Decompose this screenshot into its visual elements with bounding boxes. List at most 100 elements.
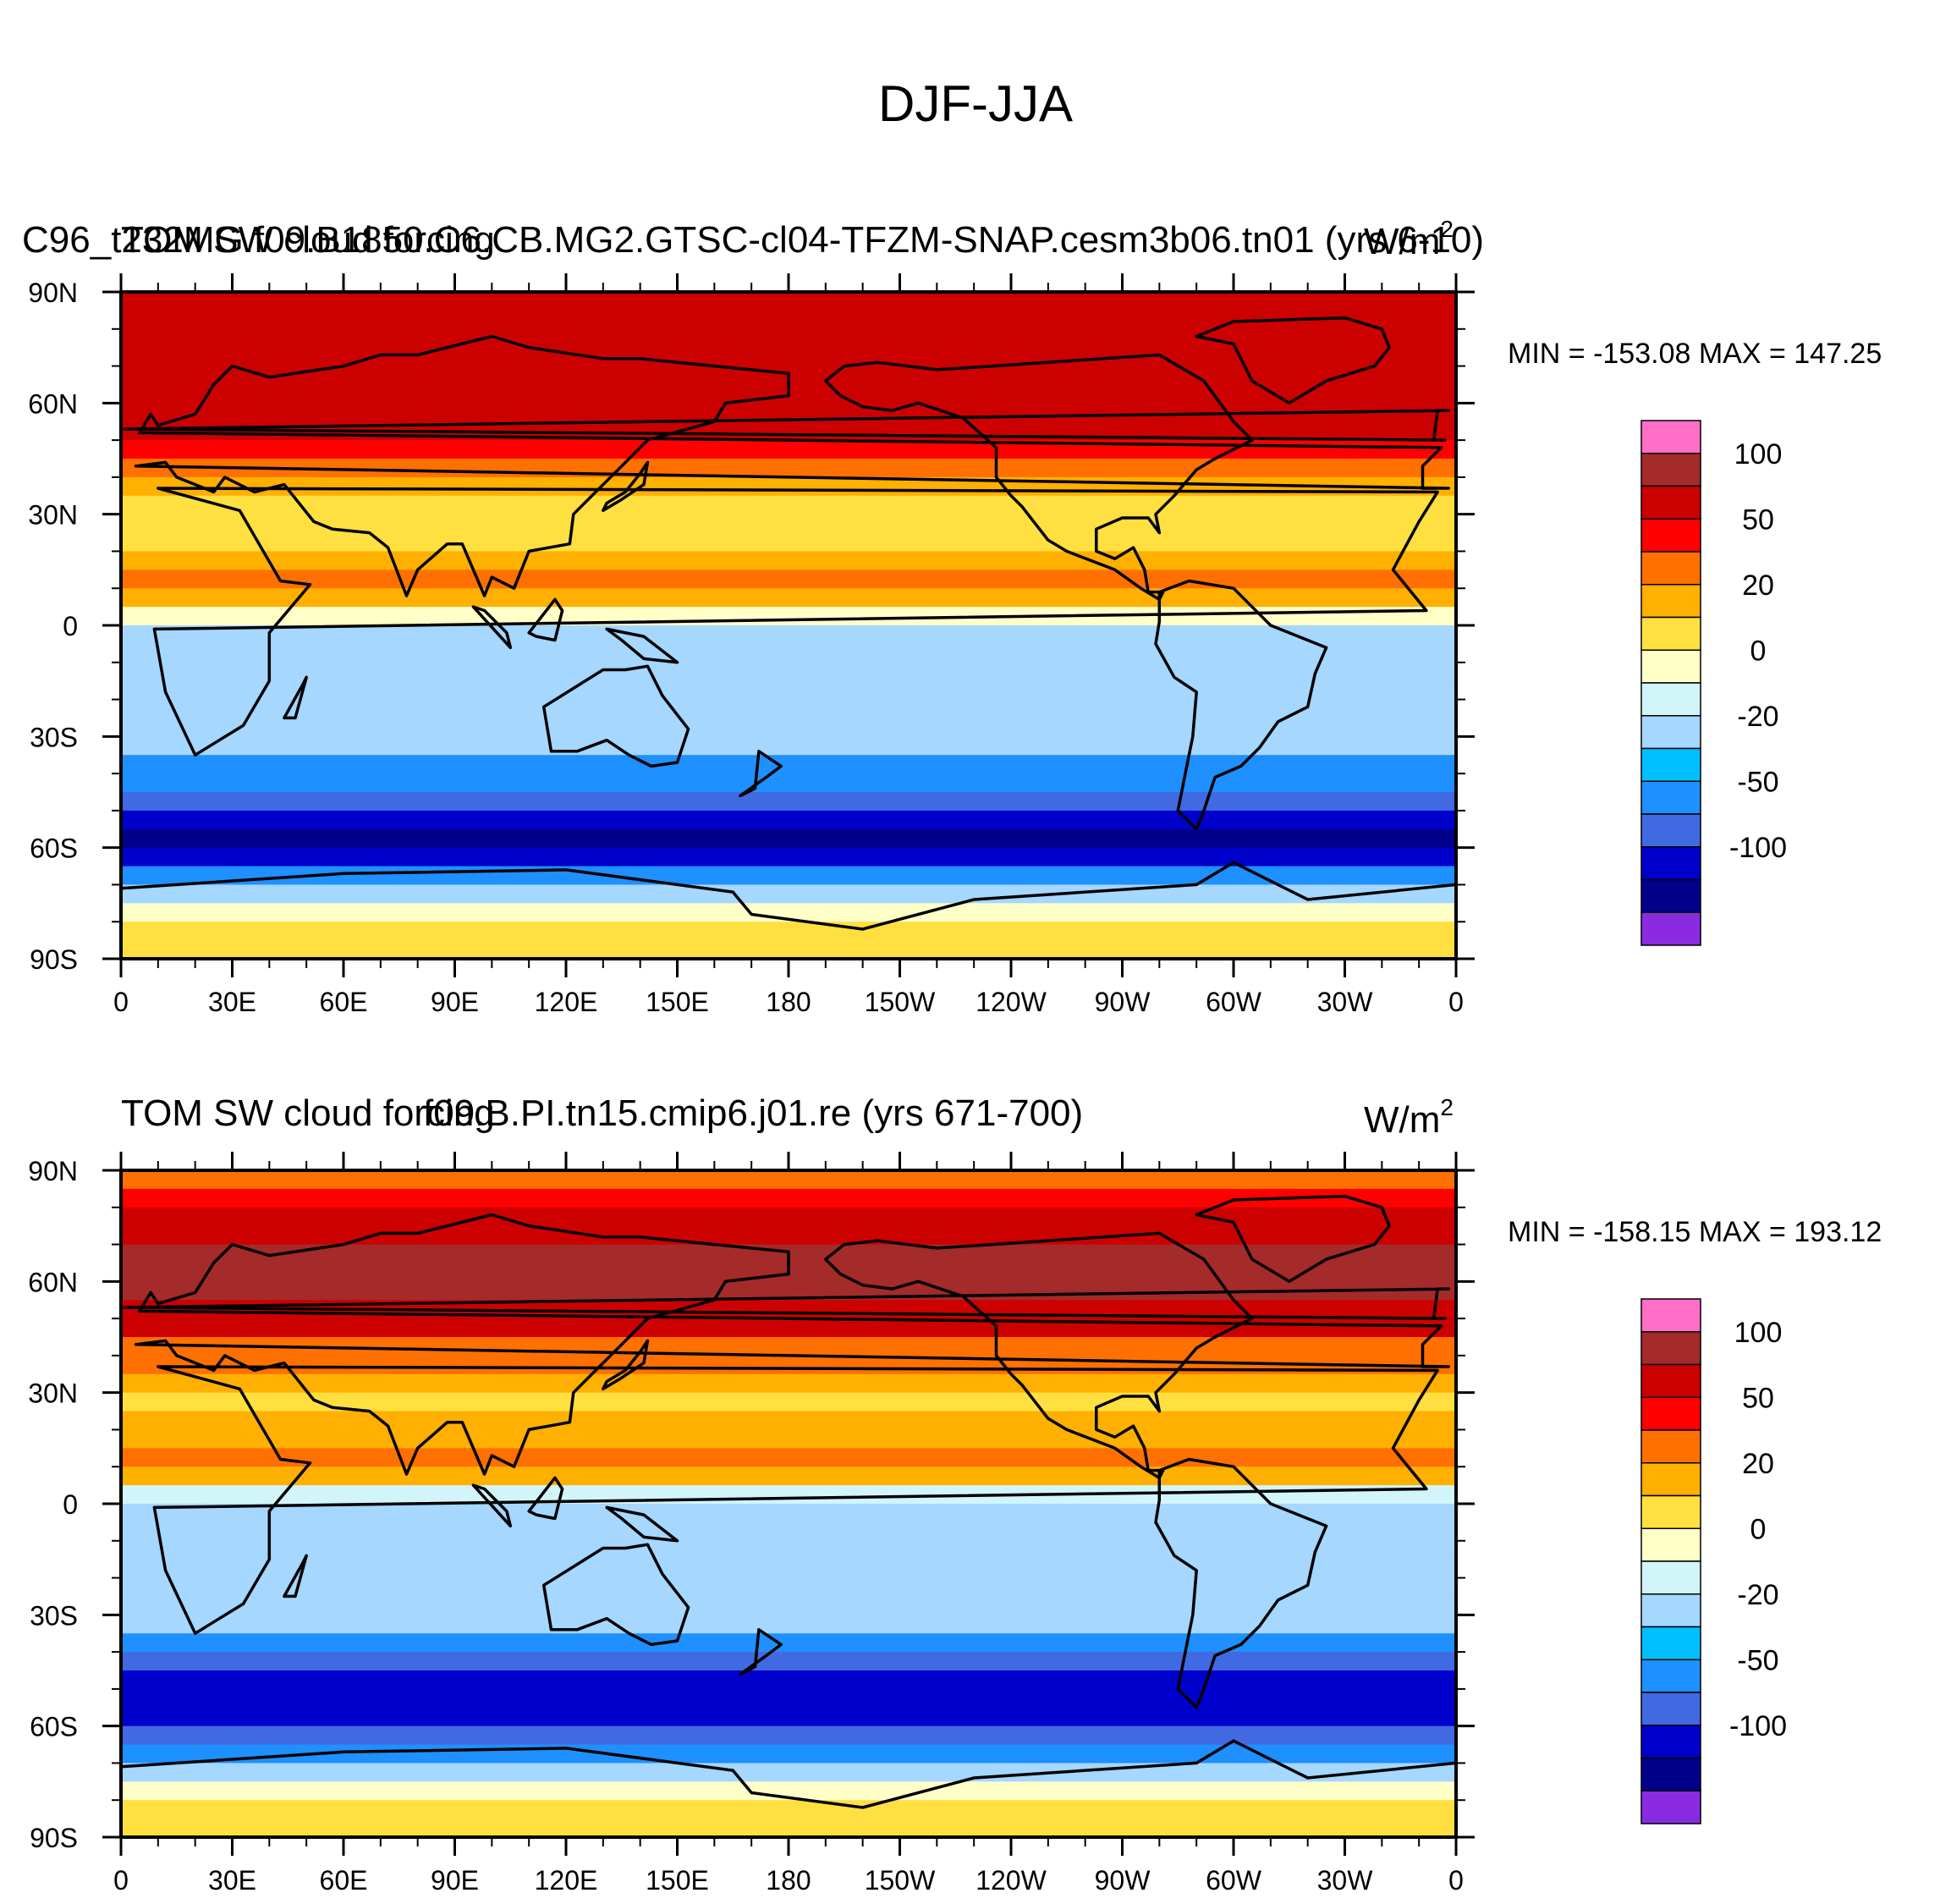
field-band bbox=[121, 940, 1456, 959]
field-band bbox=[121, 1652, 1456, 1671]
field-band bbox=[121, 1615, 1456, 1634]
field-band bbox=[121, 1281, 1456, 1301]
y-tick-label: 30N bbox=[28, 500, 78, 531]
field-band bbox=[121, 1448, 1456, 1467]
y-tick-label: 60S bbox=[30, 1712, 78, 1742]
field-band bbox=[121, 1633, 1456, 1653]
y-tick-label: 30S bbox=[30, 1600, 78, 1631]
field-band bbox=[121, 792, 1456, 812]
field-band bbox=[121, 1763, 1456, 1782]
colorbar-label: 50 bbox=[1742, 504, 1774, 536]
colorbar-box bbox=[1640, 747, 1701, 782]
x-tick-label: 180 bbox=[766, 987, 811, 1017]
x-tick-label: 0 bbox=[1448, 987, 1464, 1017]
coastline bbox=[541, 664, 690, 768]
y-tick-label: 90N bbox=[28, 1156, 78, 1186]
coastline bbox=[134, 334, 1450, 597]
x-tick-label: 60E bbox=[320, 987, 368, 1017]
field-band bbox=[121, 310, 1456, 330]
field-band bbox=[121, 847, 1456, 867]
field-band bbox=[121, 1707, 1456, 1727]
coastline bbox=[541, 1543, 690, 1647]
colorbar-box bbox=[1640, 1560, 1701, 1595]
field-band bbox=[121, 736, 1456, 756]
colorbar-box bbox=[1640, 1659, 1701, 1693]
x-tick-label: 0 bbox=[113, 1865, 129, 1896]
panel-2-title-b: f09.B.PI.tn15.cmip6.j01.re (yrs 671-700) bbox=[423, 1092, 1083, 1134]
field-band bbox=[121, 1781, 1456, 1801]
field-band bbox=[121, 773, 1456, 793]
coastline bbox=[134, 1213, 1450, 1476]
colorbar-label: -20 bbox=[1737, 1579, 1778, 1611]
colorbar-box bbox=[1640, 584, 1701, 619]
coastline bbox=[602, 1339, 650, 1391]
y-tick-label: 0 bbox=[63, 1489, 78, 1520]
x-tick-label: 150E bbox=[646, 1865, 709, 1896]
coastline bbox=[824, 1231, 1254, 1480]
x-tick-label: 30E bbox=[208, 987, 256, 1017]
field-band bbox=[121, 810, 1456, 830]
field-band bbox=[121, 347, 1456, 367]
field-band bbox=[121, 1522, 1456, 1542]
field-band bbox=[121, 884, 1456, 904]
coastline bbox=[1154, 1457, 1328, 1709]
colorbar-box bbox=[1640, 846, 1701, 881]
panel-2-axes: 0 30E 60E 90E 120E 150E 180 150W 120W 90W 60W 30W 0 9… bbox=[28, 1152, 1475, 1896]
colorbar-box bbox=[1640, 1363, 1701, 1398]
coastline bbox=[605, 627, 679, 664]
field-band bbox=[121, 903, 1456, 922]
panel-1-title-a: TOM SW cloud forcing bbox=[121, 219, 495, 261]
field-band bbox=[121, 532, 1456, 553]
figure-title: DJF-JJA bbox=[878, 75, 1073, 132]
panel-1-units-base: W/m bbox=[1364, 221, 1440, 262]
coastline bbox=[283, 675, 308, 720]
panel-2: TOM SW cloud forcing f09.B.PI.tn15.cmip6… bbox=[28, 1092, 1882, 1896]
coastline-antarctica bbox=[121, 1739, 1456, 1809]
panel-2-units-sup: 2 bbox=[1440, 1094, 1454, 1120]
x-tick-label: 60W bbox=[1206, 987, 1262, 1017]
colorbar-box bbox=[1640, 616, 1701, 651]
colorbar-label: 50 bbox=[1742, 1382, 1774, 1414]
colorbar-box bbox=[1640, 715, 1701, 750]
field-band bbox=[121, 1688, 1456, 1709]
coastline bbox=[824, 353, 1254, 602]
x-tick-label: 30W bbox=[1317, 987, 1374, 1017]
field-band bbox=[121, 292, 1456, 311]
colorbar-box bbox=[1640, 780, 1701, 815]
colorbar-box bbox=[1640, 1790, 1701, 1824]
panel-2-title-a: TOM SW cloud forcing bbox=[121, 1092, 495, 1134]
colorbar-label: -50 bbox=[1737, 1644, 1778, 1676]
panel-1-axes: 0 30E 60E 90E 120E 150E 180 150W 120W 90W 60W 30W 0 9… bbox=[28, 273, 1475, 1017]
x-tick-label: 0 bbox=[1448, 1865, 1464, 1896]
x-tick-label: 150E bbox=[646, 987, 709, 1017]
x-tick-label: 60E bbox=[320, 1865, 368, 1896]
colorbar-box bbox=[1640, 649, 1701, 684]
colorbar-box bbox=[1640, 1725, 1701, 1759]
colorbar-box bbox=[1640, 485, 1701, 520]
y-tick-label: 60N bbox=[28, 1267, 78, 1297]
field-band bbox=[121, 1504, 1456, 1523]
colorbar-box bbox=[1640, 1462, 1701, 1497]
y-tick-label: 90S bbox=[30, 1823, 78, 1853]
field-band bbox=[121, 1188, 1456, 1208]
coastline bbox=[527, 597, 564, 642]
field-band bbox=[121, 1540, 1456, 1560]
field-band bbox=[121, 1207, 1456, 1227]
field-band bbox=[121, 495, 1456, 515]
field-band bbox=[121, 570, 1456, 589]
colorbar-box bbox=[1640, 453, 1701, 487]
field-band bbox=[121, 755, 1456, 774]
field-band bbox=[121, 476, 1456, 497]
coastline bbox=[471, 605, 513, 650]
colorbar-box bbox=[1640, 1593, 1701, 1628]
x-tick-label: 120E bbox=[535, 987, 598, 1017]
colorbar-box bbox=[1640, 682, 1701, 717]
colorbar-label: -20 bbox=[1737, 701, 1778, 733]
x-tick-label: 120W bbox=[976, 1865, 1047, 1896]
field-band bbox=[121, 403, 1456, 422]
field-band bbox=[121, 1800, 1456, 1819]
colorbar-box bbox=[1640, 1527, 1701, 1562]
coastline bbox=[123, 1287, 1450, 1320]
field-band bbox=[121, 699, 1456, 719]
colorbar-box bbox=[1640, 518, 1701, 553]
